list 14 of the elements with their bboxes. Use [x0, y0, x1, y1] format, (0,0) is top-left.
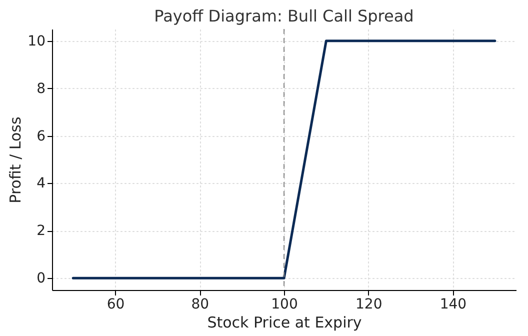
y-axis-title: Profit / Loss: [6, 116, 25, 204]
y-tick-label: 4: [36, 176, 46, 192]
y-tick-label: 8: [36, 80, 46, 97]
y-tick-label: 2: [36, 223, 46, 240]
x-tick-label: 100: [271, 296, 298, 312]
x-tick-label: 120: [355, 296, 382, 312]
x-tick-label: 80: [191, 296, 210, 312]
chart-title: Payoff Diagram: Bull Call Spread: [154, 6, 414, 26]
x-tick-label: 140: [440, 296, 467, 312]
x-axis-title: Stock Price at Expiry: [207, 314, 362, 332]
x-tick-label: 60: [106, 296, 125, 312]
y-tick-label: 0: [36, 270, 46, 287]
y-tick-label: 6: [36, 128, 46, 144]
y-tick-label: 10: [28, 33, 46, 50]
